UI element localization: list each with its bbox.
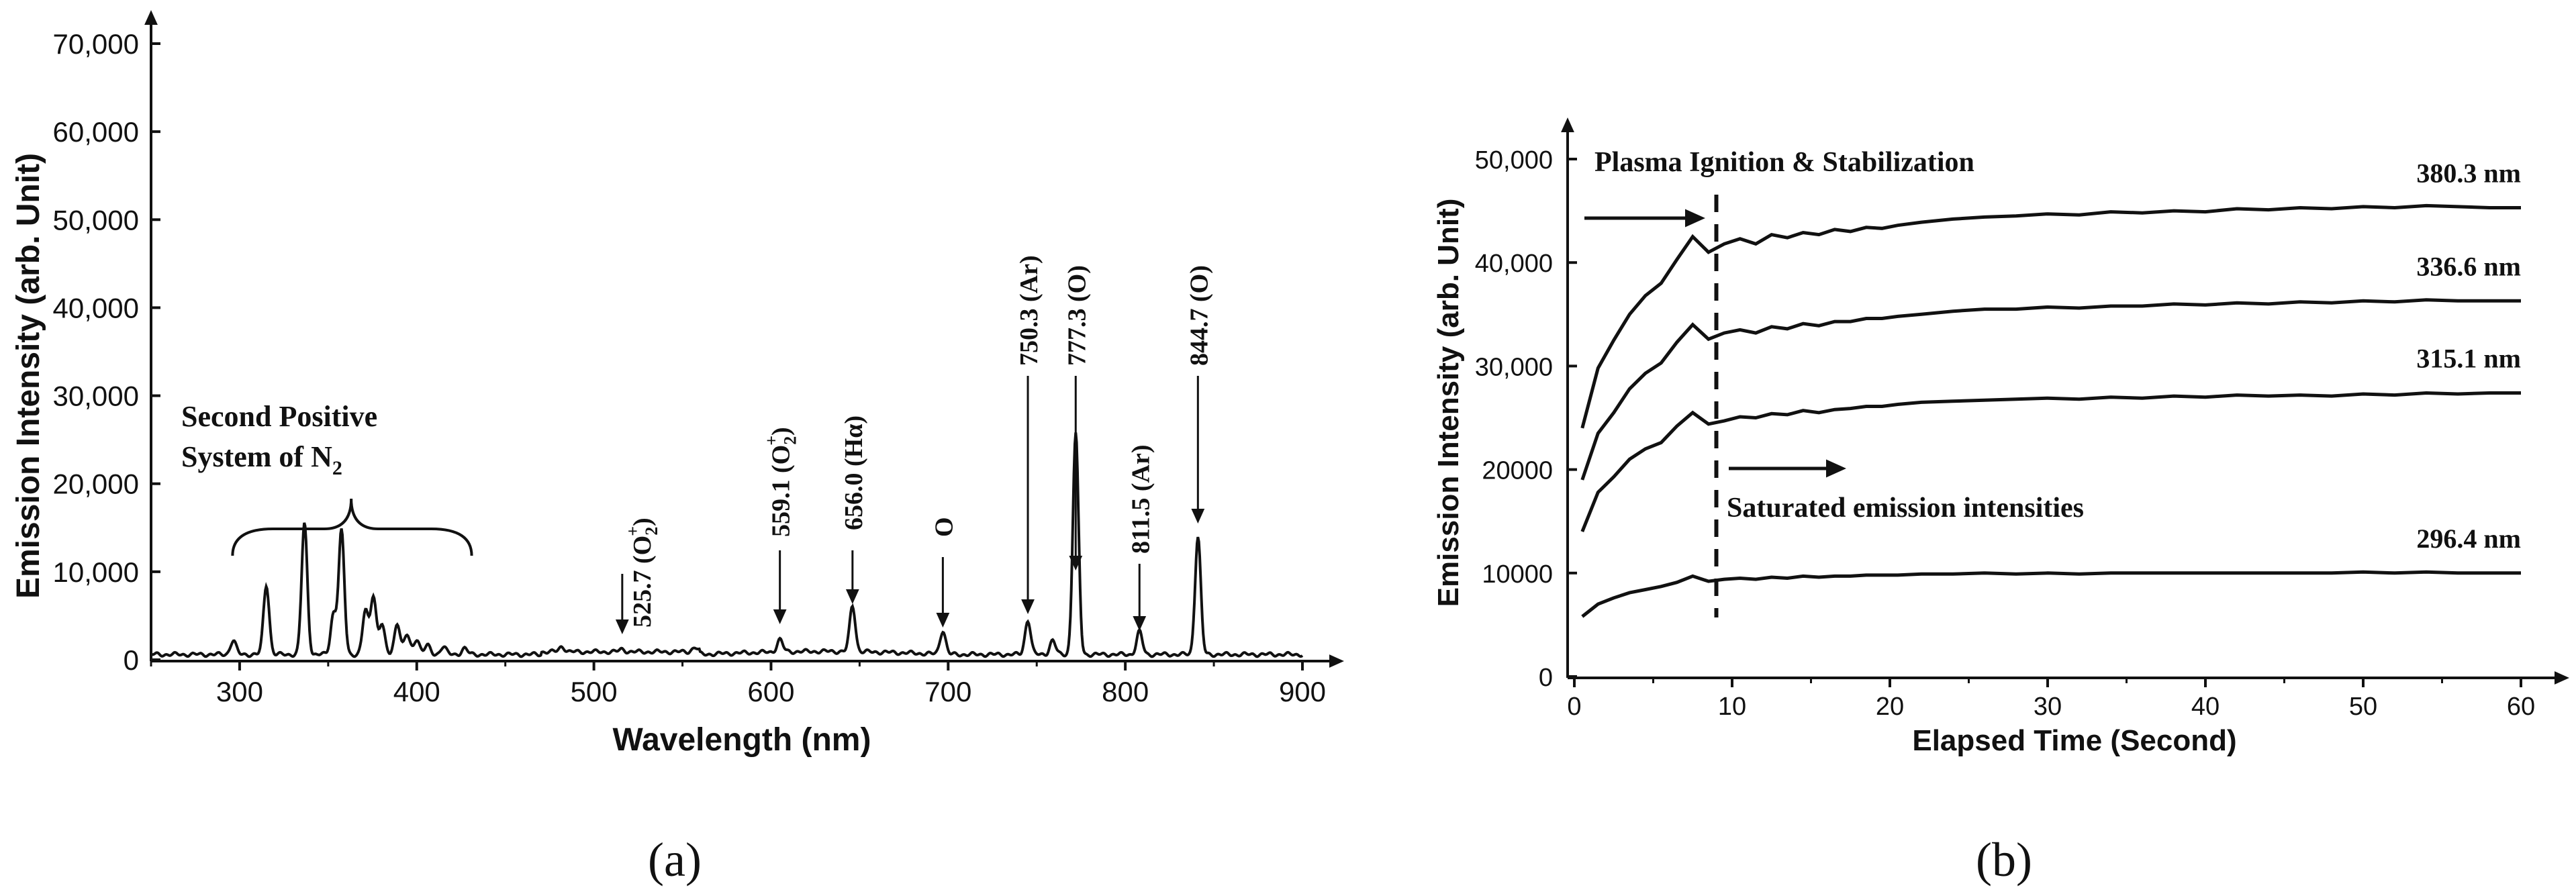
panel-a-x-axis-arrow — [1329, 654, 1344, 668]
panel-b-x-tick-label: 0 — [1567, 693, 1581, 721]
annotation-arrow-head — [936, 613, 950, 628]
panel-a-spectrum: 0 10,000 20,000 30,000 40,000 50,000 60,000 70,… — [11, 10, 1344, 887]
panel-a-y-tick-label: 60,000 — [53, 116, 139, 148]
panel-a-ticks: 0 10,000 20,000 30,000 40,000 50,000 60,000 70,… — [53, 28, 1327, 707]
panel-a-y-tick-label: 0 — [124, 644, 139, 676]
annotation-arrow-head — [773, 609, 787, 624]
annotation-label-sup: + — [762, 436, 781, 446]
annotation-label: 525.7 (O2+) — [623, 517, 661, 628]
panel-b-y-tick-label: 50,000 — [1475, 146, 1553, 175]
ignition-arrow-head — [1685, 209, 1705, 228]
annotation-label: 777.3 (O) — [1063, 265, 1091, 366]
panel-a-x-tick-label: 700 — [924, 676, 971, 707]
annotation-label-sup: + — [623, 526, 642, 536]
panel-b-x-tick-label: 20 — [1876, 693, 1904, 721]
bracket-label-line1: Second Positive — [181, 400, 377, 433]
series-line — [1581, 570, 2521, 618]
panel-a-caption: (a) — [648, 833, 702, 887]
panel-b-x-axis-title: Elapsed Time (Second) — [1912, 724, 2236, 757]
annotation-label: 811.5 (Ar) — [1127, 444, 1155, 554]
series-line — [1580, 391, 2521, 533]
annotation-label: 559.1 (O2+) — [762, 427, 800, 537]
panel-a-x-tick-label: 800 — [1102, 676, 1149, 707]
annotation-label-text: 559.1 (O — [767, 445, 796, 537]
series-line — [1580, 203, 2521, 429]
panel-b-x-tick-label: 30 — [2034, 693, 2062, 721]
annotation-label: 750.3 (Ar) — [1015, 255, 1043, 366]
bracket-label-line2: System of N2 — [181, 440, 342, 479]
panel-b-x-axis-arrow — [2555, 671, 2569, 685]
saturated-annotation: Saturated emission intensities — [1727, 493, 2084, 524]
panel-a-x-tick-label: 400 — [393, 676, 440, 707]
panel-a-y-tick-label: 10,000 — [53, 556, 139, 588]
panel-a-y-tick-label: 30,000 — [53, 381, 139, 412]
panel-b-y-tick-label: 0 — [1539, 664, 1553, 692]
annotation-arrow-head — [1069, 556, 1083, 570]
series-label: 296.4 nm — [2416, 524, 2521, 554]
annotation-arrow-head — [845, 589, 859, 604]
saturated-arrow — [1729, 459, 1846, 478]
panel-b-ticks: 0 10000 20000 30,000 40,000 50,000 0 10 20 30 40 50… — [1475, 146, 2535, 721]
annotation-label-text: 777.3 (O) — [1063, 265, 1091, 366]
panel-b-y-tick-label: 40,000 — [1475, 250, 1553, 278]
annotation-label-text: 811.5 (Ar) — [1127, 444, 1155, 554]
ignition-arrow — [1584, 209, 1705, 228]
annotation-label-text: 750.3 (Ar) — [1015, 255, 1043, 366]
panel-b-x-tick-label: 50 — [2349, 693, 2377, 721]
panel-b-axes — [1561, 117, 2569, 685]
panel-b-y-axis-arrow — [1561, 117, 1574, 132]
panel-a-y-axis-arrow — [144, 10, 158, 25]
annotation-label: 656.0 (Hα) — [840, 415, 868, 530]
annotation-arrow-head — [1021, 599, 1035, 614]
annotation-label-sub: 2 — [781, 436, 800, 445]
panel-b-x-tick-label: 60 — [2507, 693, 2535, 721]
annotation-arrow-head — [1133, 616, 1147, 631]
series-line — [1580, 298, 2521, 481]
series-label: 380.3 nm — [2416, 158, 2521, 188]
annotation-label-text: 844.7 (O) — [1185, 265, 1213, 366]
ignition-annotation: Plasma Ignition & Stabilization — [1594, 147, 1974, 178]
panel-a-x-tick-label: 900 — [1279, 676, 1326, 707]
series-label: 315.1 nm — [2416, 343, 2521, 373]
annotation-arrow-head — [615, 619, 629, 634]
spectrum-line — [150, 432, 1304, 658]
bracket-label-sub: 2 — [332, 457, 342, 479]
panel-b-y-tick-label: 30,000 — [1475, 353, 1553, 381]
panel-a-x-axis-title: Wavelength (nm) — [613, 722, 871, 758]
panel-a-x-tick-label: 500 — [571, 676, 618, 707]
annotation-label-sub: 2 — [642, 527, 661, 536]
panel-a-y-tick-label: 50,000 — [53, 204, 139, 236]
annotation-label: O — [930, 517, 958, 537]
series-label: 336.6 nm — [2416, 251, 2521, 281]
panel-a-x-tick-label: 300 — [216, 676, 263, 707]
annotation-label-suffix: ) — [628, 517, 657, 526]
annotation-arrow-head — [1191, 509, 1205, 524]
panel-a-x-tick-label: 600 — [747, 676, 794, 707]
panel-a-y-tick-label: 20,000 — [53, 468, 139, 500]
panel-b-series: 380.3 nm 336.6 nm 315.1 nm 296.4 nm — [1580, 158, 2521, 618]
panel-a-y-tick-label: 70,000 — [53, 28, 139, 60]
n2-bracket — [231, 498, 473, 556]
annotation-label-text: 656.0 (Hα) — [840, 415, 868, 530]
panel-b-x-tick-label: 40 — [2191, 693, 2220, 721]
panel-a-y-tick-label: 40,000 — [53, 292, 139, 323]
panel-b-y-axis-title: Emission Intensity (arb. Unit) — [1432, 199, 1465, 607]
annotation-label-text: O — [930, 517, 958, 537]
annotation-label-text: 525.7 (O — [628, 536, 657, 628]
saturated-arrow-head — [1826, 459, 1846, 478]
annotation-label-suffix: ) — [767, 427, 796, 436]
panel-b-time-series: 0 10000 20000 30,000 40,000 50,000 0 10 20 30 40 50… — [1432, 117, 2569, 887]
panel-b-x-tick-label: 10 — [1718, 693, 1746, 721]
panel-b-caption: (b) — [1976, 833, 2032, 887]
panel-a-y-axis-title: Emission Intensity (arb. Unit) — [11, 153, 46, 599]
bracket-label-text: System of N — [181, 440, 332, 473]
panel-b-y-tick-label: 20000 — [1482, 457, 1553, 485]
panel-b-y-tick-label: 10000 — [1482, 560, 1553, 589]
annotation-label: 844.7 (O) — [1185, 265, 1213, 366]
panel-a-axes — [144, 10, 1344, 668]
